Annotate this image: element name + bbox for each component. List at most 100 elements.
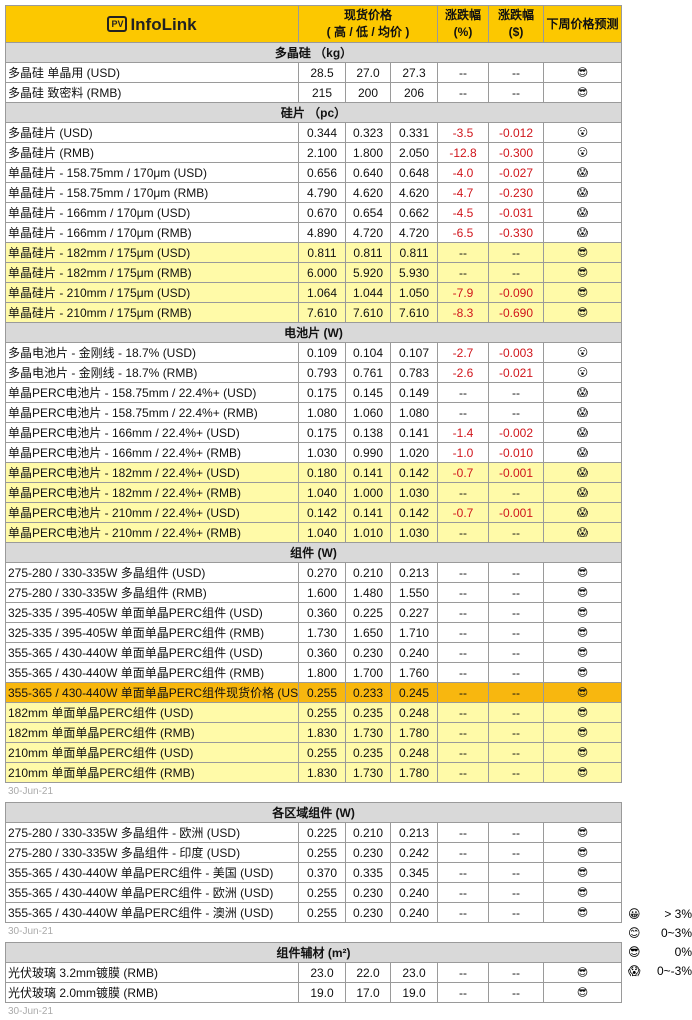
product-name: 355-365 / 430-440W 单晶PERC组件 - 澳洲 (USD) — [5, 902, 299, 923]
sunglasses-icon: 😎 — [543, 602, 623, 623]
avg-price: 0.811 — [389, 242, 439, 263]
pct-change: -- — [437, 262, 490, 283]
high-price: 6.000 — [298, 262, 346, 283]
avg-price: 0.245 — [389, 682, 439, 703]
pct-change: -6.5 — [437, 222, 490, 243]
avg-price: 0.248 — [389, 742, 439, 763]
avg-price: 0.213 — [389, 562, 439, 583]
avg-price: 0.662 — [389, 202, 439, 223]
section-header: 多晶硅 （kg） — [4, 42, 623, 63]
high-price: 1.064 — [298, 282, 346, 303]
sunglasses-icon: 😎 — [543, 562, 623, 583]
section-header: 硅片 （pc） — [4, 102, 623, 123]
astonished-icon: 😮 — [543, 142, 623, 163]
pct-change: -4.0 — [437, 162, 490, 183]
product-name: 单晶PERC电池片 - 182mm / 22.4%+ (RMB) — [5, 482, 299, 503]
product-name: 单晶PERC电池片 - 166mm / 22.4%+ (USD) — [5, 422, 299, 443]
product-name: 单晶硅片 - 210mm / 175μm (USD) — [5, 282, 299, 303]
high-price: 0.370 — [298, 862, 346, 883]
astonished-icon: 😮 — [543, 342, 623, 363]
low-price: 27.0 — [345, 62, 391, 83]
sunglasses-icon: 😎 — [543, 682, 623, 703]
table-row: 355-365 / 430-440W 单晶PERC组件 - 美国 (USD) 0… — [5, 862, 623, 883]
usd-change: -0.021 — [488, 362, 545, 383]
section-header: 电池片 (W) — [4, 322, 623, 343]
avg-price: 0.240 — [390, 882, 438, 903]
table-row: 325-335 / 395-405W 单面单晶PERC组件 (RMB) 1.73… — [5, 622, 623, 643]
product-name: 单晶硅片 - 182mm / 175μm (RMB) — [5, 262, 299, 283]
avg-price: 19.0 — [390, 982, 438, 1003]
pct-change: -7.9 — [437, 282, 490, 303]
grin-icon: 😀 — [628, 906, 641, 921]
table-row: 单晶PERC电池片 - 166mm / 22.4%+ (RMB) 1.030 0… — [5, 442, 623, 463]
usd-change: -- — [488, 602, 545, 623]
pct-change: -3.5 — [437, 122, 490, 143]
table-row: 355-365 / 430-440W 单面单晶PERC组件 (USD) 0.36… — [5, 642, 623, 663]
high-price: 0.344 — [298, 122, 346, 143]
low-price: 5.920 — [345, 262, 391, 283]
product-name: 355-365 / 430-440W 单面单晶PERC组件 (USD) — [5, 642, 299, 663]
sunglasses-icon: 😎 — [543, 722, 623, 743]
usd-change: -0.330 — [488, 222, 545, 243]
table-row: 多晶硅片 (RMB) 2.100 1.800 2.050 -12.8 -0.30… — [5, 142, 623, 163]
usd-change: -0.300 — [488, 142, 545, 163]
table-row: 单晶硅片 - 158.75mm / 170μm (USD) 0.656 0.64… — [5, 162, 623, 183]
product-name: 275-280 / 330-335W 多晶组件 - 印度 (USD) — [5, 842, 299, 863]
product-name: 多晶硅 单晶用 (USD) — [5, 62, 299, 83]
table-row: 单晶硅片 - 182mm / 175μm (USD) 0.811 0.811 0… — [5, 242, 623, 263]
avg-price: 0.213 — [390, 822, 438, 843]
low-price: 17.0 — [345, 982, 391, 1003]
low-price: 0.654 — [345, 202, 391, 223]
product-name: 单晶PERC电池片 - 166mm / 22.4%+ (RMB) — [5, 442, 299, 463]
product-name: 单晶硅片 - 210mm / 175μm (RMB) — [5, 302, 299, 323]
scream-icon: 😱 — [543, 502, 623, 523]
product-name: 325-335 / 395-405W 单面单晶PERC组件 (USD) — [5, 602, 299, 623]
product-name: 单晶硅片 - 158.75mm / 170μm (USD) — [5, 162, 299, 183]
high-price: 0.255 — [298, 882, 346, 903]
pct-change: -- — [437, 582, 490, 603]
product-name: 单晶PERC电池片 - 210mm / 22.4%+ (USD) — [5, 502, 299, 523]
high-price: 1.040 — [298, 482, 346, 503]
avg-price: 0.107 — [389, 342, 439, 363]
scream-icon: 😱 — [543, 462, 623, 483]
pct-change: -2.7 — [437, 342, 490, 363]
avg-price: 1.030 — [389, 522, 439, 543]
usd-change-header: 涨跌幅 ($) — [488, 5, 545, 43]
table-row: 单晶PERC电池片 - 158.75mm / 22.4%+ (RMB) 1.08… — [5, 402, 623, 423]
high-price: 0.793 — [298, 362, 346, 383]
section-title: 硅片 （pc） — [4, 102, 623, 123]
product-name: 单晶硅片 - 166mm / 170μm (RMB) — [5, 222, 299, 243]
high-price: 0.360 — [298, 602, 346, 623]
usd-change: -- — [488, 902, 544, 923]
table-row: 多晶硅片 (USD) 0.344 0.323 0.331 -3.5 -0.012… — [5, 122, 623, 143]
table-row: 光伏玻璃 3.2mm镀膜 (RMB) 23.0 22.0 23.0 -- -- … — [5, 962, 623, 983]
pct-change: -- — [437, 562, 490, 583]
table-row: 210mm 单面单晶PERC组件 (USD) 0.255 0.235 0.248… — [5, 742, 623, 763]
pct-change: -- — [437, 862, 489, 883]
smile-icon: 😊 — [628, 925, 641, 940]
pct-change: -- — [437, 962, 489, 983]
high-price: 215 — [298, 82, 346, 103]
usd-change: -- — [488, 702, 545, 723]
scream-icon: 😱 — [628, 963, 641, 978]
pct-change: -- — [437, 662, 490, 683]
avg-price: 1.080 — [389, 402, 439, 423]
high-price: 0.225 — [298, 822, 346, 843]
scream-icon: 😱 — [543, 202, 623, 223]
section-header: 组件 (W) — [4, 542, 623, 563]
pct-change: -1.4 — [437, 422, 490, 443]
price-table: PV InfoLink 现货价格( 高 / 低 / 均价 ) 涨跌幅 (%) 涨跌幅… — [4, 5, 623, 783]
table-row: 275-280 / 330-335W 多晶组件 - 印度 (USD) 0.255… — [5, 842, 623, 863]
product-name: 多晶硅片 (RMB) — [5, 142, 299, 163]
high-price: 0.811 — [298, 242, 346, 263]
scream-icon: 😱 — [543, 162, 623, 183]
table-row: 单晶PERC电池片 - 166mm / 22.4%+ (USD) 0.175 0… — [5, 422, 623, 443]
usd-change: -- — [488, 642, 545, 663]
high-price: 0.175 — [298, 422, 346, 443]
sunglasses-icon: 😎 — [543, 262, 623, 283]
product-name: 光伏玻璃 2.0mm镀膜 (RMB) — [5, 982, 299, 1003]
usd-change: -- — [488, 522, 545, 543]
high-price: 1.830 — [298, 722, 346, 743]
usd-change: -- — [488, 962, 544, 983]
low-price: 7.610 — [345, 302, 391, 323]
